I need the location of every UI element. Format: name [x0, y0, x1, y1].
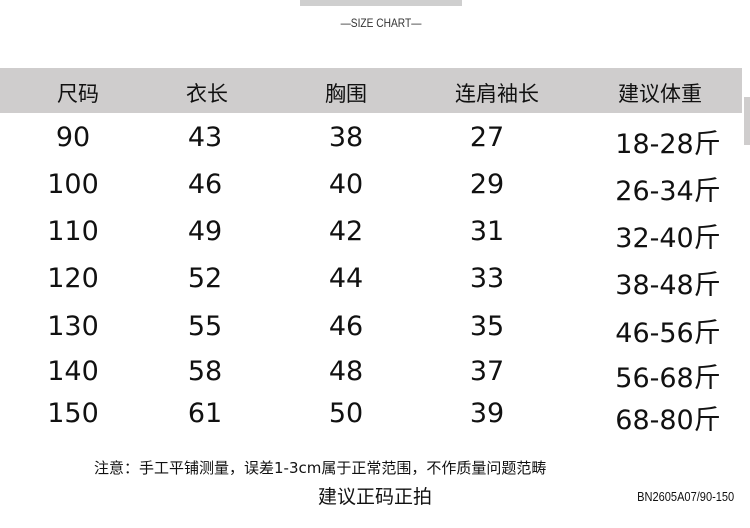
size-chart-subtitle: —SIZE CHART—	[340, 16, 422, 30]
table-cell: 31	[469, 216, 505, 247]
table-cell: 140	[47, 356, 99, 387]
table-cell: 130	[47, 311, 99, 342]
table-cell: 44	[328, 263, 364, 294]
table-cell: 46	[187, 169, 223, 200]
size-advice: 建议正码正拍	[317, 486, 432, 508]
table-cell: 42	[328, 216, 364, 247]
table-cell: 46	[328, 311, 364, 342]
table-cell: 120	[47, 263, 99, 294]
header-cell: 建议体重	[618, 82, 702, 106]
table-cell: 48	[328, 356, 364, 387]
table-cell: 33	[469, 263, 505, 294]
table-cell: 58	[187, 356, 223, 387]
edge-decoration	[744, 97, 750, 145]
table-cell: 56-68斤	[615, 363, 721, 394]
table-cell: 150	[47, 398, 99, 429]
table-header	[0, 68, 742, 113]
header-cell: 胸围	[325, 82, 367, 106]
table-cell: 37	[469, 356, 505, 387]
product-code: BN2605A07/90-150	[636, 489, 734, 504]
table-cell: 39	[469, 398, 505, 429]
table-cell: 61	[187, 398, 223, 429]
header-cell: 尺码	[57, 82, 99, 106]
table-cell: 50	[328, 398, 364, 429]
header-cell: 连肩袖长	[455, 82, 539, 106]
table-cell: 55	[187, 311, 223, 342]
table-cell: 43	[187, 122, 223, 153]
table-cell: 110	[47, 216, 99, 247]
table-cell: 52	[187, 263, 223, 294]
table-cell: 100	[47, 169, 99, 200]
table-cell: 32-40斤	[615, 223, 721, 254]
table-cell: 68-80斤	[615, 405, 721, 436]
table-cell: 35	[469, 311, 505, 342]
table-cell: 40	[328, 169, 364, 200]
table-cell: 38-48斤	[615, 270, 721, 301]
table-cell: 46-56斤	[615, 318, 721, 349]
table-cell: 38	[328, 122, 364, 153]
header-cell: 衣长	[186, 82, 228, 106]
table-cell: 49	[187, 216, 223, 247]
table-cell: 29	[469, 169, 505, 200]
table-cell: 18-28斤	[615, 129, 721, 160]
measurement-note: 注意：手工平铺测量，误差1-3cm属于正常范围，不作质量问题范畴	[94, 459, 547, 477]
table-cell: 27	[469, 122, 505, 153]
table-cell: 26-34斤	[615, 176, 721, 207]
table-cell: 90	[55, 122, 91, 153]
top-decoration-bar	[300, 0, 462, 6]
